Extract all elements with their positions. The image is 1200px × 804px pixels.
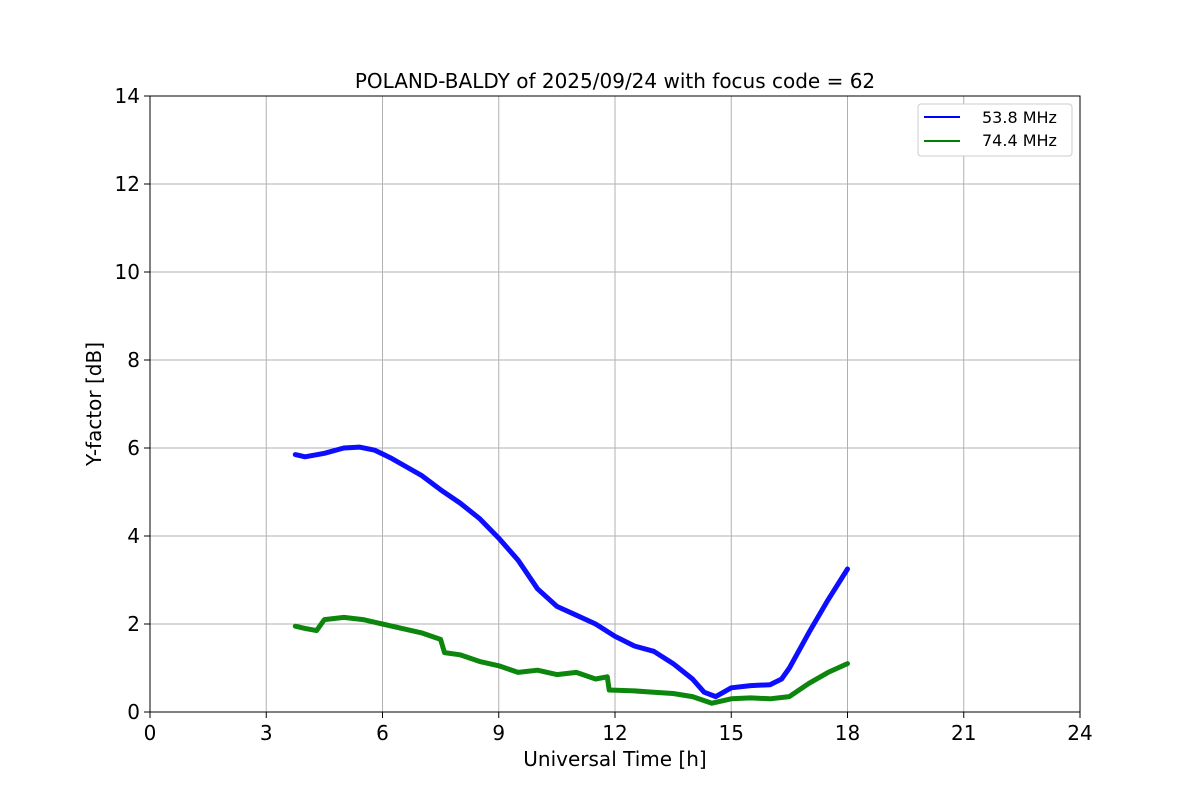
y-tick-label: 0 xyxy=(127,700,140,724)
grid-lines xyxy=(149,95,1081,713)
x-tick-label: 6 xyxy=(376,721,389,745)
y-tick-label: 8 xyxy=(127,348,140,372)
x-tick-label: 9 xyxy=(492,721,505,745)
y-tick-label: 14 xyxy=(115,84,140,108)
y-tick-label: 12 xyxy=(115,172,140,196)
x-tick-label: 24 xyxy=(1067,721,1092,745)
legend-label-series-2: 74.4 MHz xyxy=(982,131,1057,150)
x-tick-label: 12 xyxy=(602,721,627,745)
x-tick-label: 0 xyxy=(144,721,157,745)
series-line-1 xyxy=(292,444,850,700)
x-tick-label: 18 xyxy=(835,721,860,745)
y-tick-label: 4 xyxy=(127,524,140,548)
x-tick-label: 15 xyxy=(719,721,744,745)
legend-label-series-1: 53.8 MHz xyxy=(982,108,1057,127)
y-tick-label: 6 xyxy=(127,436,140,460)
chart-title: POLAND-BALDY of 2025/09/24 with focus co… xyxy=(355,69,875,93)
y-tick-label: 2 xyxy=(127,612,140,636)
legend: 53.8 MHz 74.4 MHz xyxy=(917,103,1073,157)
y-axis-label: Y-factor [dB] xyxy=(82,342,106,467)
x-tick-label: 3 xyxy=(260,721,273,745)
x-axis-label: Universal Time [h] xyxy=(523,747,706,771)
y-tick-label: 10 xyxy=(115,260,140,284)
series-layer xyxy=(292,444,850,706)
x-tick-label: 21 xyxy=(951,721,976,745)
series-line-2 xyxy=(292,614,850,706)
